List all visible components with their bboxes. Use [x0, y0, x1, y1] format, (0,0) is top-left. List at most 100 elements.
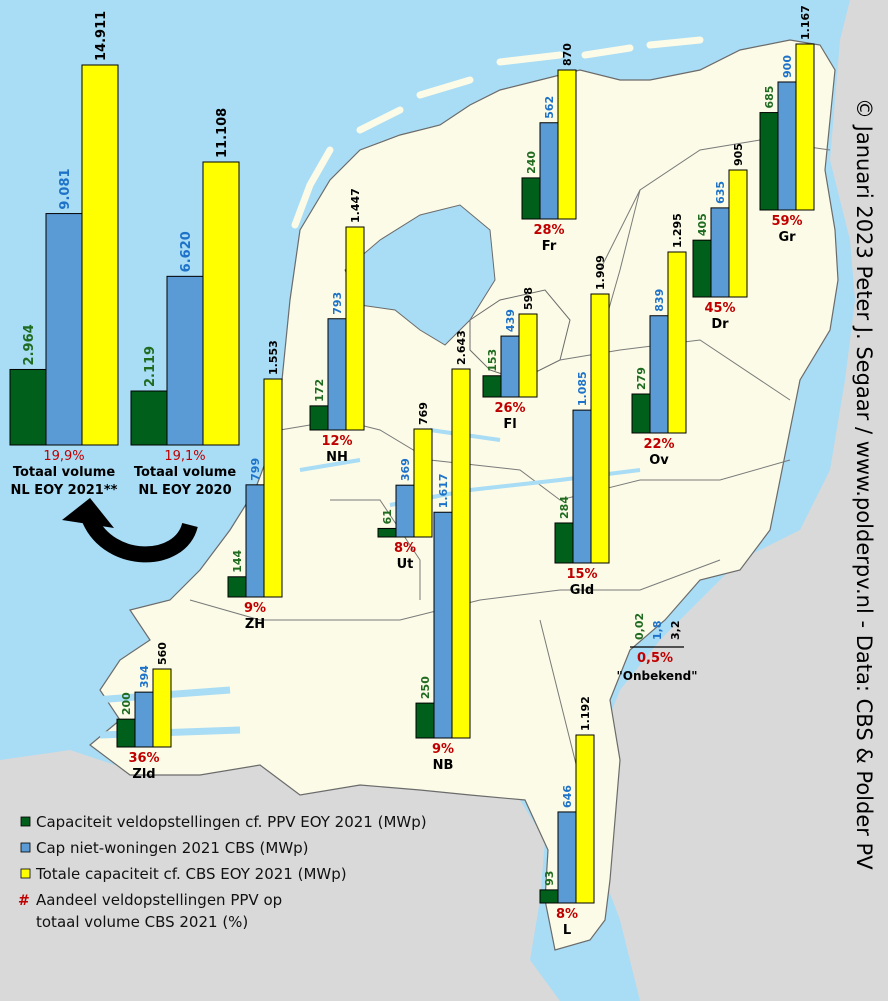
onbekend-green-value: 0,02: [633, 613, 646, 640]
value-label-11-0: 250: [419, 676, 432, 699]
region-label-4: Dr: [711, 317, 729, 332]
bar-10-1: [245, 484, 265, 598]
region-label-line2-0: NL EOY 2021**: [11, 483, 118, 498]
bar-11-2: [451, 368, 471, 739]
bar-group-11: 250 1.617 2.643 9%NB: [415, 330, 471, 773]
value-label-11-2: 2.643: [455, 330, 468, 365]
bar-group-3: 240 562 870 28%Fr: [521, 43, 577, 254]
bar-group-12: 200 394 560 36%Zld: [116, 642, 172, 782]
bar-2-0: [759, 112, 779, 211]
bar-4-2: [728, 169, 748, 298]
value-label-6-2: 598: [522, 287, 535, 310]
value-label-7-1: 1.085: [576, 371, 589, 406]
value-label-3-0: 240: [525, 151, 538, 174]
value-label-4-1: 635: [714, 181, 727, 204]
legend: Capaciteit veldopstellingen cf. PPV EOY …: [18, 813, 427, 931]
region-label-1: Totaal volume: [134, 465, 236, 480]
value-label-5-0: 279: [635, 367, 648, 390]
region-label-8: NH: [326, 450, 348, 465]
region-label-2: Gr: [778, 230, 796, 245]
pct-label-2: 59%: [771, 214, 802, 229]
value-label-10-1: 799: [249, 458, 262, 481]
value-label-8-1: 793: [331, 292, 344, 315]
value-label-2-2: 1.167: [799, 5, 812, 40]
pct-label-6: 26%: [494, 401, 525, 416]
value-label-2-1: 900: [781, 55, 794, 78]
bar-0-0: [9, 368, 47, 446]
region-label-5: Ov: [649, 453, 669, 468]
bar-11-1: [433, 511, 453, 739]
bar-9-1: [395, 484, 415, 538]
legend-text-0: Capaciteit veldopstellingen cf. PPV EOY …: [36, 813, 427, 831]
bar-group-2: 685 900 1.167 59%Gr: [759, 5, 815, 245]
bar-12-2: [152, 668, 172, 748]
bar-8-1: [327, 318, 347, 431]
legend-text-4: totaal volume CBS 2021 (%): [36, 913, 248, 931]
ijsselmeer: [344, 204, 496, 346]
bar-group-13: 93 646 1.192 8%L: [539, 696, 595, 938]
value-label-8-0: 172: [313, 379, 326, 402]
bar-group-0: 2.964 9.081 14.911 19,9%Totaal volume NL EOY…: [9, 11, 119, 498]
bar-group-9: 61 369 769 8%Ut: [377, 402, 433, 572]
bar-6-2: [518, 313, 538, 398]
value-label-12-2: 560: [156, 642, 169, 665]
pct-label-3: 28%: [533, 223, 564, 238]
value-label-11-1: 1.617: [437, 473, 450, 508]
bar-7-1: [572, 409, 592, 564]
germany-area: [600, 0, 888, 1001]
bar-3-2: [557, 69, 577, 220]
bar-3-0: [521, 177, 541, 220]
onbekend-total-value: 3,2: [669, 621, 682, 641]
pct-label-9: 8%: [394, 541, 416, 556]
legend-text-1: Cap niet-woningen 2021 CBS (MWp): [36, 839, 309, 857]
region-label-7: Gld: [570, 583, 594, 598]
pct-label-5: 22%: [643, 437, 674, 452]
bar-1-2: [202, 161, 240, 446]
value-label-5-1: 839: [653, 289, 666, 312]
pct-label-12: 36%: [128, 751, 159, 766]
bar-0-2: [81, 64, 119, 446]
value-label-12-1: 394: [138, 665, 151, 688]
value-label-2-0: 685: [763, 86, 776, 109]
value-label-6-0: 153: [486, 349, 499, 372]
bar-10-0: [227, 576, 247, 598]
value-label-0-0: 2.964: [22, 324, 37, 365]
bar-7-2: [590, 293, 610, 564]
bar-5-0: [631, 393, 651, 434]
pct-label-8: 12%: [321, 434, 352, 449]
bar-group-4: 405 635 905 45%Dr: [692, 143, 748, 332]
value-label-1-0: 2.119: [143, 346, 158, 387]
value-label-10-2: 1.553: [267, 340, 280, 375]
region-label-12: Zld: [132, 767, 155, 782]
bar-0-1: [45, 213, 83, 446]
bar-8-0: [309, 405, 329, 431]
bar-group-8: 172 793 1.447 12%NH: [309, 188, 365, 465]
bar-1-0: [130, 390, 168, 446]
value-label-13-1: 646: [561, 785, 574, 808]
bar-group-7: 284 1.085 1.909 15%Gld: [554, 255, 610, 598]
bar-6-0: [482, 375, 502, 398]
bar-5-2: [667, 251, 687, 434]
bar-6-1: [500, 335, 520, 398]
bar-1-1: [166, 275, 204, 446]
bar-11-0: [415, 702, 435, 739]
onbekend-pct: 0,5%: [637, 651, 673, 666]
region-label-10: ZH: [245, 617, 265, 632]
value-label-6-1: 439: [504, 309, 517, 332]
onbekend-blue-value: 1,8: [651, 621, 664, 641]
pct-label-10: 9%: [244, 601, 266, 616]
value-label-13-0: 93: [543, 871, 556, 886]
bar-9-0: [377, 527, 397, 538]
value-label-9-0: 61: [381, 509, 394, 524]
bar-8-2: [345, 226, 365, 431]
legend-swatch-2: [20, 868, 31, 879]
value-label-8-2: 1.447: [349, 188, 362, 223]
bar-group-6: 153 439 598 26%Fl: [482, 287, 538, 432]
bar-12-1: [134, 691, 154, 748]
legend-text-2: Totale capaciteit cf. CBS EOY 2021 (MWp): [35, 865, 347, 883]
bar-group-10: 144 799 1.553 9%ZH: [227, 340, 283, 632]
region-label-9: Ut: [397, 557, 414, 572]
